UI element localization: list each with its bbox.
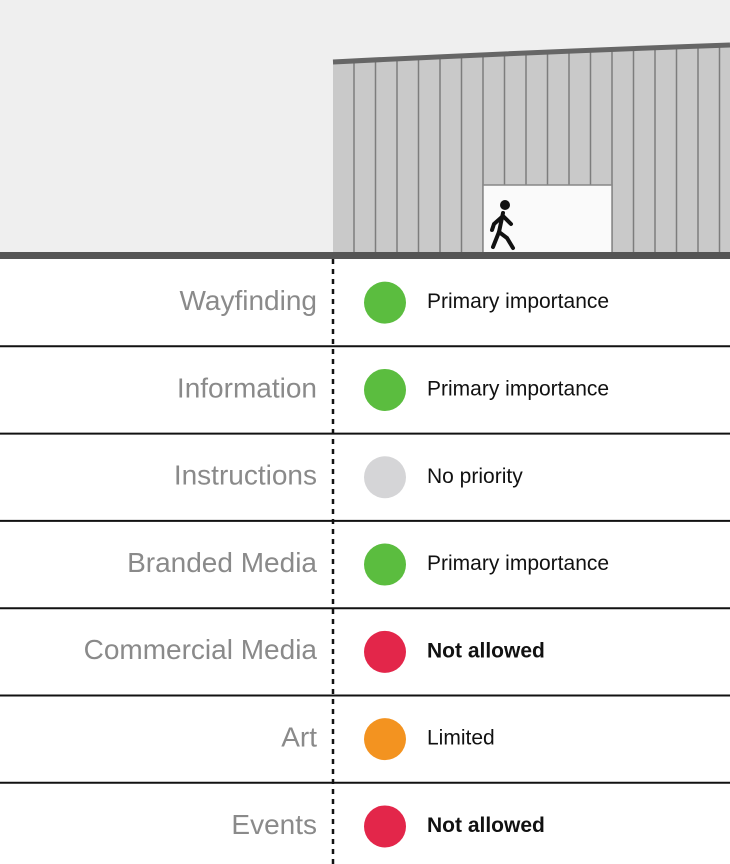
status-text: Primary importance	[427, 377, 609, 400]
status-text: Primary importance	[427, 552, 609, 575]
status-text: No priority	[427, 465, 523, 488]
status-text: Not allowed	[427, 639, 545, 662]
status-dot	[364, 456, 406, 499]
building	[333, 45, 730, 255]
row-label: Events	[231, 809, 317, 840]
row-label: Commercial Media	[84, 634, 318, 665]
status-dot	[364, 543, 406, 586]
status-text: Not allowed	[427, 814, 545, 837]
row-label: Art	[281, 722, 317, 753]
row-label: Instructions	[174, 460, 317, 491]
status-text: Limited	[427, 727, 495, 750]
status-dot	[364, 805, 406, 848]
row-label: Information	[177, 372, 317, 403]
roof	[332, 42, 730, 65]
status-dot	[364, 281, 406, 324]
ground	[0, 252, 730, 259]
person-icon	[490, 200, 515, 250]
row-label: Wayfinding	[180, 285, 317, 316]
status-dot	[364, 718, 406, 761]
status-dot	[364, 630, 406, 673]
status-text: Primary importance	[427, 290, 609, 313]
row-label: Branded Media	[127, 547, 317, 578]
status-dot	[364, 368, 406, 411]
table: Wayfinding Primary importance Information P…	[0, 281, 730, 848]
